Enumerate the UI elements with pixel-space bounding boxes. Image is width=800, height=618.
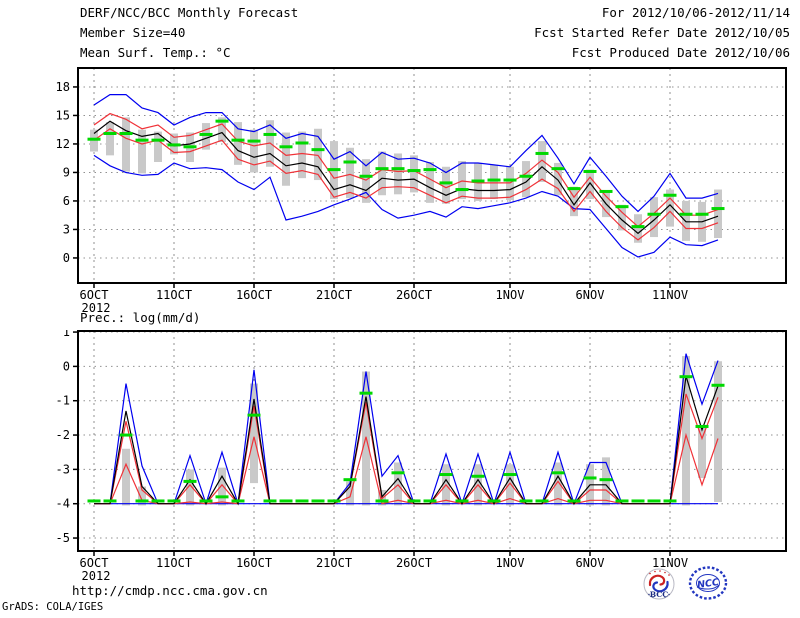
bcc-swirl-blue (652, 580, 669, 593)
svg-text:15: 15 (56, 108, 70, 122)
svg-text:0: 0 (63, 251, 70, 265)
agency-logos: BCC NCC (643, 566, 728, 600)
top-chart-title: Mean Surf. Temp.: °C (80, 45, 231, 60)
svg-text:2012: 2012 (82, 301, 111, 315)
grads-credit: GrADS: COLA/IGES (2, 601, 104, 613)
bcc-logo-label: BCC (650, 590, 668, 599)
svg-text:11NOV: 11NOV (652, 288, 688, 302)
svg-text:16OCT: 16OCT (236, 556, 272, 570)
svg-text:-2: -2 (56, 428, 70, 442)
svg-text:21OCT: 21OCT (316, 288, 352, 302)
bcc-ring-text-top (649, 570, 670, 576)
fcst-produced-label: Fcst Produced Date 2012/10/06 (571, 45, 790, 60)
svg-text:11OCT: 11OCT (156, 556, 192, 570)
source-url: http://cmdp.ncc.cma.gov.cn (72, 583, 268, 598)
svg-text:-4: -4 (56, 497, 70, 511)
svg-text:12: 12 (56, 137, 70, 151)
ncc-logo-label: NCC (697, 577, 720, 591)
svg-text:6NOV: 6NOV (576, 288, 605, 302)
svg-text:26OCT: 26OCT (396, 556, 432, 570)
bottom-chart-title: Prec.: log(mm/d) (80, 310, 201, 325)
ncc-logo: NCC (688, 566, 728, 600)
forecast-range-label: For 2012/10/06-2012/11/14 (601, 5, 790, 20)
temperature-chart: 18 15 12 9 6 3 0 6OCT 11OCT 16OCT 21OCT 26OCT 1NOV 6N… (56, 67, 787, 315)
svg-text:16OCT: 16OCT (236, 288, 272, 302)
svg-text:6: 6 (63, 194, 70, 208)
precipitation-chart: 1 0 -1 -2 -3 -4 -5 6OCT 11OCT 16OCT 21OCT 26OCT 1NOV… (56, 330, 787, 583)
bcc-ring-text-bottom (648, 593, 670, 598)
svg-text:6NOV: 6NOV (576, 556, 605, 570)
svg-text:-3: -3 (56, 462, 70, 476)
bcc-swirl-red (648, 574, 666, 587)
svg-text:1NOV: 1NOV (496, 556, 525, 570)
fcst-started-label: Fcst Started Refer Date 2012/10/05 (534, 25, 790, 40)
svg-text:9: 9 (63, 165, 70, 179)
svg-text:2012: 2012 (82, 569, 111, 583)
svg-text:21OCT: 21OCT (316, 556, 352, 570)
svg-text:11OCT: 11OCT (156, 288, 192, 302)
svg-text:1NOV: 1NOV (496, 288, 525, 302)
svg-text:26OCT: 26OCT (396, 288, 432, 302)
svg-text:6OCT: 6OCT (80, 556, 109, 570)
svg-text:-1: -1 (56, 394, 70, 408)
svg-text:3: 3 (63, 222, 70, 236)
svg-text:18: 18 (56, 80, 70, 94)
svg-text:1: 1 (63, 330, 70, 339)
page-title: DERF/NCC/BCC Monthly Forecast (80, 5, 299, 20)
member-size-label: Member Size=40 (80, 25, 186, 40)
svg-text:-5: -5 (56, 531, 70, 545)
svg-text:0: 0 (63, 359, 70, 373)
bcc-logo: BCC (643, 568, 675, 600)
svg-text:6OCT: 6OCT (80, 288, 109, 302)
svg-text:11NOV: 11NOV (652, 556, 688, 570)
